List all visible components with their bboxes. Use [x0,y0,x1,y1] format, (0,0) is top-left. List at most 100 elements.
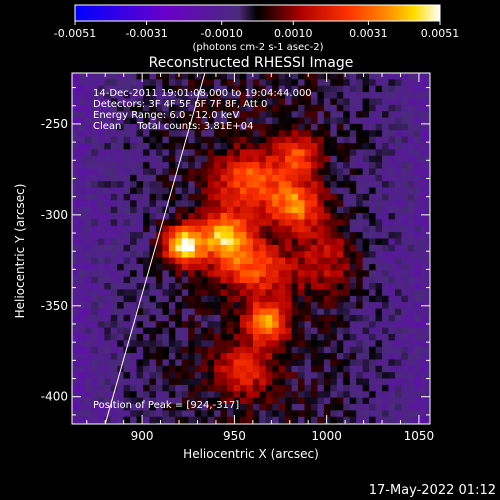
heatmap-cell [201,79,209,87]
heatmap-cell [310,403,318,411]
heatmap-cell [369,244,377,252]
heatmap-cell [407,200,415,208]
heatmap-cell [414,149,422,157]
heatmap-cell [291,283,299,290]
heatmap-cell [220,302,228,310]
heatmap-cell [362,314,370,322]
heatmap-cell [285,378,293,386]
heatmap-cell [336,79,344,87]
heatmap-cell [168,302,176,310]
heatmap-cell [207,391,215,399]
heatmap-cell [168,111,176,119]
heatmap-cell [97,391,105,399]
heatmap-cell [123,225,131,233]
heatmap-cell [291,314,299,322]
heatmap-cell [356,130,364,138]
heatmap-cell [246,416,254,424]
heatmap-cell [207,346,215,354]
heatmap-cell [175,117,183,125]
heatmap-cell [104,314,112,322]
heatmap-cell [214,397,222,405]
heatmap-cell [265,359,273,367]
heatmap-cell [259,232,267,239]
heatmap-cell [285,251,293,259]
heatmap-cell [130,181,138,189]
heatmap-cell [401,391,409,399]
heatmap-cell [310,365,318,373]
heatmap-cell [304,111,312,119]
heatmap-cell [369,283,377,290]
heatmap-cell [155,276,163,284]
heatmap-cell [259,378,267,386]
heatmap-cell [298,149,306,157]
heatmap-cell [298,397,306,405]
heatmap-cell [375,283,383,290]
heatmap-cell [194,111,202,119]
heatmap-cell [420,365,428,373]
heatmap-cell [201,410,209,418]
heatmap-cell [136,200,144,208]
heatmap-cell [285,327,293,335]
heatmap-cell [110,353,118,360]
heatmap-cell [259,149,267,157]
heatmap-cell [362,149,370,157]
heatmap-cell [272,174,280,182]
heatmap-cell [349,168,357,176]
heatmap-cell [227,143,234,150]
heatmap-cell [227,416,234,424]
heatmap-cell [298,193,306,201]
heatmap-cell [330,213,338,220]
heatmap-cell [394,162,402,169]
heatmap-cell [78,136,86,144]
heatmap-cell [323,98,331,106]
heatmap-cell [130,149,138,157]
heatmap-cell [252,168,260,176]
heatmap-cell [194,213,202,220]
heatmap-cell [285,155,293,163]
heatmap-cell [91,193,99,201]
heatmap-cell [278,283,286,290]
heatmap-cell [188,187,196,195]
heatmap-cell [227,79,234,87]
heatmap-cell [162,283,170,290]
heatmap-cell [194,174,202,182]
heatmap-cell [388,168,396,176]
heatmap-cell [407,416,415,424]
heatmap-cell [110,206,118,214]
heatmap-cell [136,333,144,341]
heatmap-cell [97,155,105,163]
heatmap-cell [272,346,280,354]
heatmap-cell [246,200,254,208]
heatmap-cell [330,308,338,316]
heatmap-cell [414,333,422,341]
heatmap-cell [84,403,92,411]
heatmap-cell [123,353,131,360]
heatmap-cell [214,174,222,182]
heatmap-cell [130,206,138,214]
heatmap-cell [188,104,196,112]
heatmap-cell [117,136,125,144]
heatmap-cell [382,378,389,386]
heatmap-cell [382,225,389,233]
heatmap-cell [227,213,234,220]
heatmap-cell [310,397,318,405]
heatmap-cell [91,92,99,99]
heatmap-cell [394,340,402,348]
heatmap-cell [323,308,331,316]
heatmap-cell [317,92,325,99]
heatmap-cell [375,130,383,138]
heatmap-cell [336,187,344,195]
heatmap-cell [239,359,247,367]
heatmap-cell [401,283,409,290]
heatmap-cell [336,206,344,214]
heatmap-cell [369,123,377,131]
heatmap-cell [382,104,389,112]
heatmap-cell [149,276,157,284]
heatmap-cell [123,270,131,278]
heatmap-cell [375,302,383,310]
heatmap-cell [265,353,273,360]
heatmap-cell [349,193,357,201]
heatmap-cell [382,270,389,278]
heatmap-cell [162,327,170,335]
heatmap-cell [78,130,86,138]
